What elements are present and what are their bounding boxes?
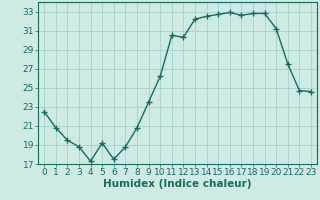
X-axis label: Humidex (Indice chaleur): Humidex (Indice chaleur) bbox=[103, 179, 252, 189]
